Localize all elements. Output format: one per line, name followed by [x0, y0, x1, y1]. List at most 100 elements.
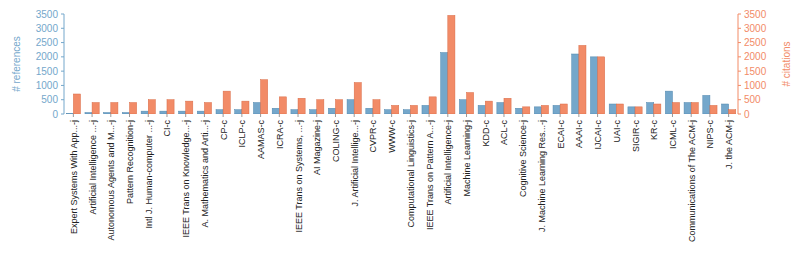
bar	[366, 108, 373, 114]
bar	[647, 103, 654, 114]
bars	[66, 15, 736, 114]
bar	[73, 94, 80, 114]
x-tick-label: KR-c	[649, 120, 659, 140]
bar	[684, 103, 691, 114]
x-tick	[185, 114, 186, 117]
bar	[616, 104, 623, 114]
x-tick	[691, 114, 692, 117]
x-tick-label: IJCAI-c	[593, 120, 603, 150]
bar	[497, 103, 504, 114]
bar	[672, 103, 679, 114]
bar	[317, 100, 324, 114]
x-tick	[653, 114, 654, 117]
x-tick	[391, 114, 392, 117]
bar	[429, 97, 436, 114]
x-tick-label: CI-c	[162, 120, 172, 137]
y2-tick-label: 0	[744, 109, 750, 120]
x-tick-label: ICML-c	[668, 120, 678, 149]
y-tick-label: 500	[41, 94, 58, 105]
x-tick	[578, 114, 579, 117]
y-tick-label: 2500	[36, 37, 59, 48]
y-tick-label: 3500	[36, 9, 59, 20]
bar	[197, 111, 204, 114]
bar	[167, 100, 174, 114]
y-tick-label: 1500	[36, 66, 59, 77]
bar	[392, 105, 399, 114]
y2-tick	[738, 56, 741, 57]
y2-tick-label: 1500	[744, 66, 767, 77]
x-tick	[223, 114, 224, 117]
y2-tick	[738, 71, 741, 72]
x-tick	[372, 114, 373, 117]
bar	[85, 113, 92, 114]
x-tick-label: KDD-c	[481, 120, 491, 147]
x-tick-label: AI Magazine-j	[312, 120, 322, 175]
bar	[242, 101, 249, 114]
y2-tick-label: 2000	[744, 51, 767, 62]
bar	[291, 110, 298, 114]
bar	[572, 54, 579, 114]
bar	[328, 108, 335, 114]
bar	[553, 105, 560, 114]
bar	[422, 105, 429, 114]
x-tick	[279, 114, 280, 117]
bar	[92, 103, 99, 114]
y2-tick-label: 3500	[744, 9, 767, 20]
x-tick-label: COLING-c	[331, 120, 341, 163]
x-tick	[204, 114, 205, 117]
bar	[504, 98, 511, 114]
y-tick	[61, 42, 64, 43]
x-tick-label: Computational Linguistics-j	[406, 120, 416, 228]
bar	[448, 15, 455, 114]
x-tick-label: Expert Systems With App...-j	[69, 120, 79, 234]
bar	[141, 111, 148, 114]
y2-tick	[738, 14, 741, 15]
bar	[385, 110, 392, 114]
x-tick-label: J. Machine Learning Res...-j	[537, 120, 547, 232]
y2-axis-title: # citations	[781, 41, 792, 86]
bar	[534, 107, 541, 114]
y2-tick	[738, 85, 741, 86]
x-tick	[316, 114, 317, 117]
x-tick	[560, 114, 561, 117]
y2-tick-label: 1000	[744, 80, 767, 91]
bar	[347, 100, 354, 114]
x-tick-label: IEEE Trans on Systems, ...-j	[294, 120, 304, 233]
bar	[560, 104, 567, 114]
bar	[223, 91, 230, 114]
x-tick-label: ICRA-c	[275, 120, 285, 149]
x-tick-label: ACL-c	[499, 120, 509, 146]
y2-tick	[738, 114, 741, 115]
x-tick-label: ECAI-c	[556, 120, 566, 149]
bar	[710, 105, 717, 114]
bar	[179, 111, 186, 114]
x-tick-label: J. Artificial Intellige...-j	[350, 120, 360, 207]
y2-tick	[738, 42, 741, 43]
bar	[148, 100, 155, 114]
bar	[441, 53, 448, 114]
x-tick	[709, 114, 710, 117]
bar	[467, 93, 474, 114]
bar	[516, 108, 523, 114]
bar	[579, 45, 586, 114]
x-tick	[503, 114, 504, 117]
x-tick	[73, 114, 74, 117]
y-axis-title: # references	[11, 36, 22, 92]
y-tick	[61, 85, 64, 86]
x-tick	[260, 114, 261, 117]
y-tick-label: 2000	[36, 51, 59, 62]
bar	[130, 103, 137, 114]
y2-tick-label: 3000	[744, 23, 767, 34]
x-tick	[597, 114, 598, 117]
bar	[354, 83, 361, 114]
x-tick-label: UAI-c	[612, 120, 622, 143]
bar	[104, 113, 111, 114]
y-tick-label: 1000	[36, 80, 59, 91]
x-tick	[466, 114, 467, 117]
chart: 0500100015002000250030003500050010001500…	[0, 0, 800, 267]
x-tick	[728, 114, 729, 117]
bar	[628, 107, 635, 114]
y2-axis	[738, 14, 739, 114]
x-tick	[635, 114, 636, 117]
x-tick-label: Communications of The ACM-j	[687, 120, 697, 242]
